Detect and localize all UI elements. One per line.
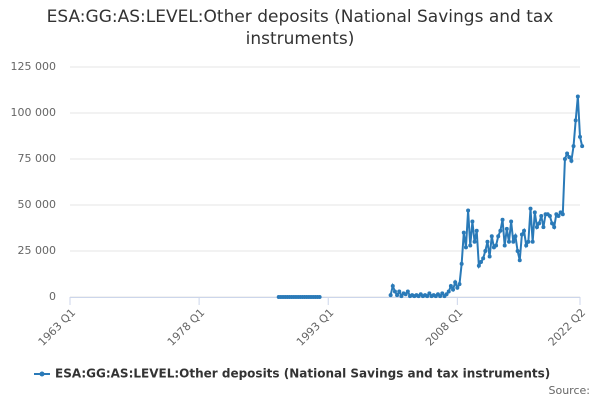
legend-label: ESA:GG:AS:LEVEL:Other deposits (National… <box>55 367 550 381</box>
point <box>474 228 479 233</box>
point <box>483 249 488 253</box>
point <box>472 239 477 244</box>
point <box>541 225 546 230</box>
point <box>537 221 542 226</box>
x-tick-label: 1978 Q1 <box>165 306 208 349</box>
point <box>461 230 466 235</box>
point <box>517 258 522 263</box>
point <box>509 219 514 224</box>
point <box>405 289 410 294</box>
y-tick-label: 100 000 <box>11 106 57 119</box>
point <box>547 214 552 219</box>
point <box>539 214 544 219</box>
point <box>494 243 499 248</box>
point <box>513 234 518 239</box>
point <box>528 206 533 211</box>
legend-marker <box>39 371 45 377</box>
point <box>502 243 507 248</box>
x-tick-label: 2022 Q2 <box>546 306 589 349</box>
point <box>392 289 397 294</box>
point <box>395 293 400 298</box>
point <box>317 295 322 299</box>
point <box>470 219 475 224</box>
y-tick-label: 75 000 <box>18 152 57 165</box>
point <box>526 239 531 244</box>
point <box>522 228 527 233</box>
x-tick-label: 1963 Q1 <box>36 306 79 349</box>
point <box>578 134 582 139</box>
point <box>479 260 484 265</box>
point <box>500 217 505 222</box>
y-tick-label: 50 000 <box>18 198 57 211</box>
point <box>425 294 430 299</box>
point <box>504 226 509 231</box>
point <box>399 294 404 299</box>
x-tick-label: 2008 Q1 <box>423 306 466 349</box>
series-line <box>278 96 584 298</box>
point <box>575 94 580 99</box>
point <box>573 118 578 123</box>
chart-title: ESA:GG:AS:LEVEL:Other deposits (National… <box>46 7 554 49</box>
point <box>390 283 395 288</box>
point <box>562 157 567 161</box>
point <box>515 249 520 253</box>
point <box>496 234 501 239</box>
point <box>571 144 576 149</box>
point <box>444 292 449 297</box>
point <box>440 291 445 296</box>
point <box>569 158 574 163</box>
source: Source: <box>549 384 591 397</box>
point <box>550 221 555 226</box>
point <box>534 225 539 230</box>
point <box>459 261 464 266</box>
point <box>446 289 451 294</box>
point <box>448 283 453 288</box>
point <box>489 234 494 239</box>
point <box>506 239 511 244</box>
y-tick-label: 25 000 <box>18 244 57 257</box>
point <box>427 291 432 296</box>
point <box>457 282 462 287</box>
point <box>438 294 443 299</box>
point <box>524 243 529 248</box>
point <box>463 245 468 250</box>
point <box>466 208 471 213</box>
point <box>532 210 537 215</box>
point <box>560 212 565 217</box>
point <box>567 155 572 160</box>
point <box>403 292 408 297</box>
point <box>498 228 503 233</box>
point <box>511 239 516 244</box>
point <box>455 285 460 290</box>
y-tick-label: 125 000 <box>11 60 57 73</box>
point <box>487 254 492 259</box>
point <box>453 280 458 285</box>
y-tick-label: 0 <box>49 290 56 303</box>
x-tick-label: 1993 Q1 <box>294 306 337 349</box>
point <box>530 239 535 244</box>
point <box>468 243 473 248</box>
point <box>481 256 486 261</box>
point <box>580 144 585 149</box>
point <box>451 287 456 292</box>
point <box>552 225 557 230</box>
point <box>388 293 393 298</box>
point <box>556 214 561 219</box>
point <box>485 239 490 244</box>
point <box>565 151 570 156</box>
point <box>519 232 524 237</box>
point <box>397 289 402 294</box>
point <box>476 263 481 268</box>
